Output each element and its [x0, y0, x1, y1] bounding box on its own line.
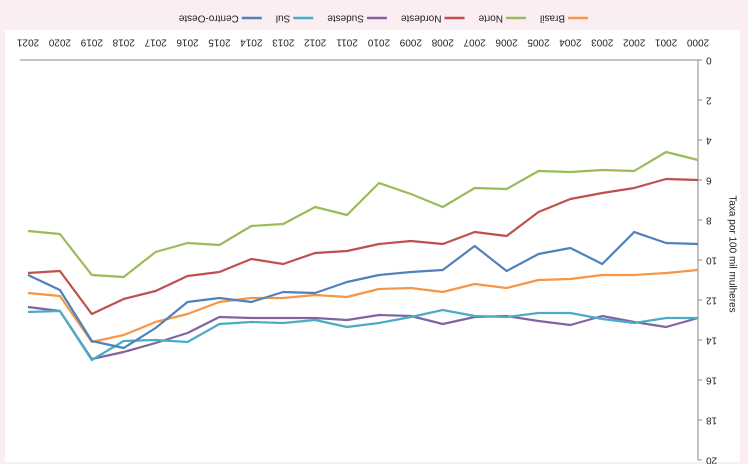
y-tick-label: 16 [706, 374, 718, 385]
x-tick-label: 2000 [686, 36, 709, 47]
y-tick-label: 14 [706, 334, 718, 345]
x-tick-label: 2004 [559, 36, 582, 47]
legend-label: Sul [276, 12, 290, 23]
y-tick-label: 8 [706, 214, 712, 225]
legend-label: Sudeste [327, 12, 364, 23]
series-line [27, 150, 699, 279]
series-line [27, 177, 699, 316]
series-line [27, 230, 699, 350]
legend-label: Nordeste [401, 12, 442, 23]
legend-label: Norte [478, 12, 503, 23]
legend-label: Brasil [540, 12, 565, 23]
y-tick-label: 4 [706, 134, 712, 145]
y-tick-label: 18 [706, 414, 718, 425]
x-tick-label: 2018 [112, 36, 135, 47]
x-tick-label: 2016 [176, 36, 199, 47]
series-line [27, 308, 698, 362]
x-tick-label: 2021 [16, 36, 39, 47]
x-tick-label: 2006 [495, 36, 518, 47]
x-tick-label: 2008 [431, 36, 454, 47]
x-tick-label: 2013 [272, 36, 295, 47]
x-tick-label: 2003 [591, 36, 614, 47]
x-tick-label: 2009 [399, 36, 422, 47]
y-tick-label: 12 [706, 294, 718, 305]
y-tick-label: 6 [706, 174, 712, 185]
x-tick-label: 2005 [527, 36, 550, 47]
x-tick-label: 2002 [623, 36, 646, 47]
series-line [27, 305, 699, 361]
x-tick-label: 2014 [240, 36, 263, 47]
series-line [27, 268, 699, 344]
x-tick-label: 2015 [208, 36, 231, 47]
y-tick-label: 0 [706, 54, 712, 65]
y-tick-label: 10 [706, 254, 718, 265]
x-tick-label: 2001 [655, 36, 678, 47]
x-tick-label: 2017 [144, 36, 167, 47]
y-tick-label: 20 [706, 454, 718, 464]
x-tick-label: 2007 [463, 36, 486, 47]
x-tick-label: 2011 [336, 36, 358, 47]
x-tick-label: 2019 [80, 36, 103, 47]
x-tick-label: 2012 [304, 36, 327, 47]
y-axis-title: Taxa por 100 mil mulheres [726, 195, 737, 312]
x-tick-label: 2010 [367, 36, 390, 47]
y-tick-label: 2 [706, 94, 712, 105]
x-tick-label: 2020 [48, 36, 71, 47]
legend-label: Centro-Oeste [178, 12, 238, 23]
